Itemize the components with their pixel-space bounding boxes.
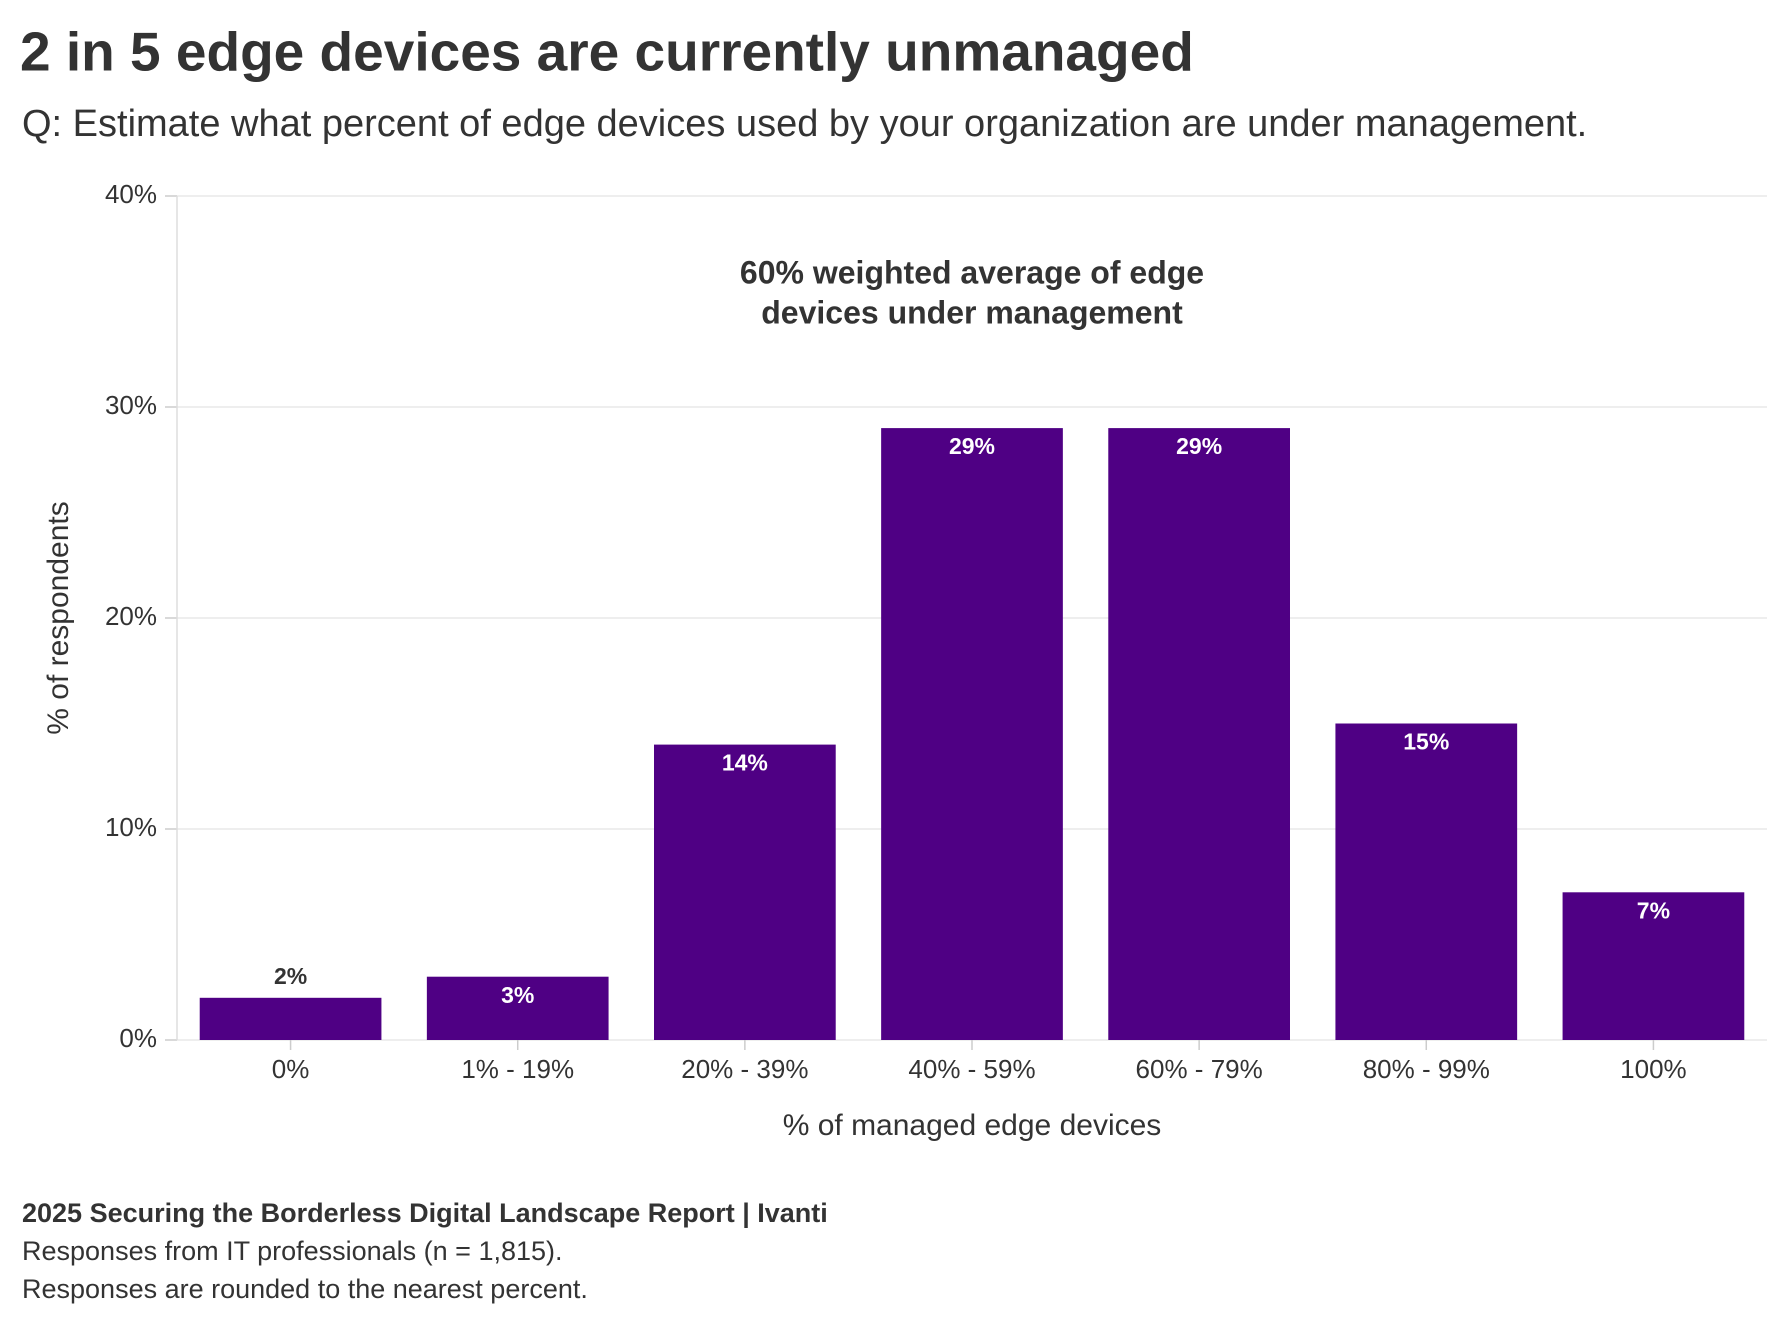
annotation: devices under management <box>761 294 1183 330</box>
x-tick-label: 100% <box>1620 1054 1687 1084</box>
x-tick-label: 1% - 19% <box>461 1054 574 1084</box>
bar <box>426 976 609 1040</box>
x-tick-label: 40% - 59% <box>908 1054 1035 1084</box>
x-tick-label: 20% - 39% <box>681 1054 808 1084</box>
x-tick-label: 60% - 79% <box>1136 1054 1263 1084</box>
value-label: 3% <box>501 982 534 1008</box>
y-axis-label: % of respondents <box>42 501 75 734</box>
y-tick-label: 20% <box>105 601 157 631</box>
note: Responses are rounded to the nearest per… <box>22 1274 588 1304</box>
bar <box>1108 428 1290 1041</box>
source: 2025 Securing the Borderless Digital Lan… <box>22 1198 828 1228</box>
y-tick-label: 40% <box>105 179 157 209</box>
x-tick-label: 0% <box>272 1054 310 1084</box>
bar <box>1335 723 1518 1040</box>
bar <box>1562 892 1745 1040</box>
y-tick-label: 30% <box>105 390 157 420</box>
value-label: 2% <box>274 963 307 989</box>
value-label: 15% <box>1403 729 1449 755</box>
note: Responses from IT professionals (n = 1,8… <box>22 1236 563 1266</box>
annotation: 60% weighted average of edge <box>740 254 1204 290</box>
bar <box>654 744 836 1040</box>
x-axis-label: % of managed edge devices <box>783 1109 1162 1142</box>
bar <box>199 997 382 1040</box>
value-label: 7% <box>1637 897 1670 923</box>
value-label: 29% <box>1176 433 1222 459</box>
chart-subtitle: Q: Estimate what percent of edge devices… <box>22 103 1587 145</box>
bar <box>881 428 1063 1041</box>
x-tick-label: 80% - 99% <box>1363 1054 1490 1084</box>
chart-title: 2 in 5 edge devices are currently unmana… <box>20 21 1194 83</box>
y-tick-label: 0% <box>119 1023 157 1053</box>
value-label: 14% <box>722 750 768 776</box>
y-tick-label: 10% <box>105 812 157 842</box>
value-label: 29% <box>949 433 995 459</box>
